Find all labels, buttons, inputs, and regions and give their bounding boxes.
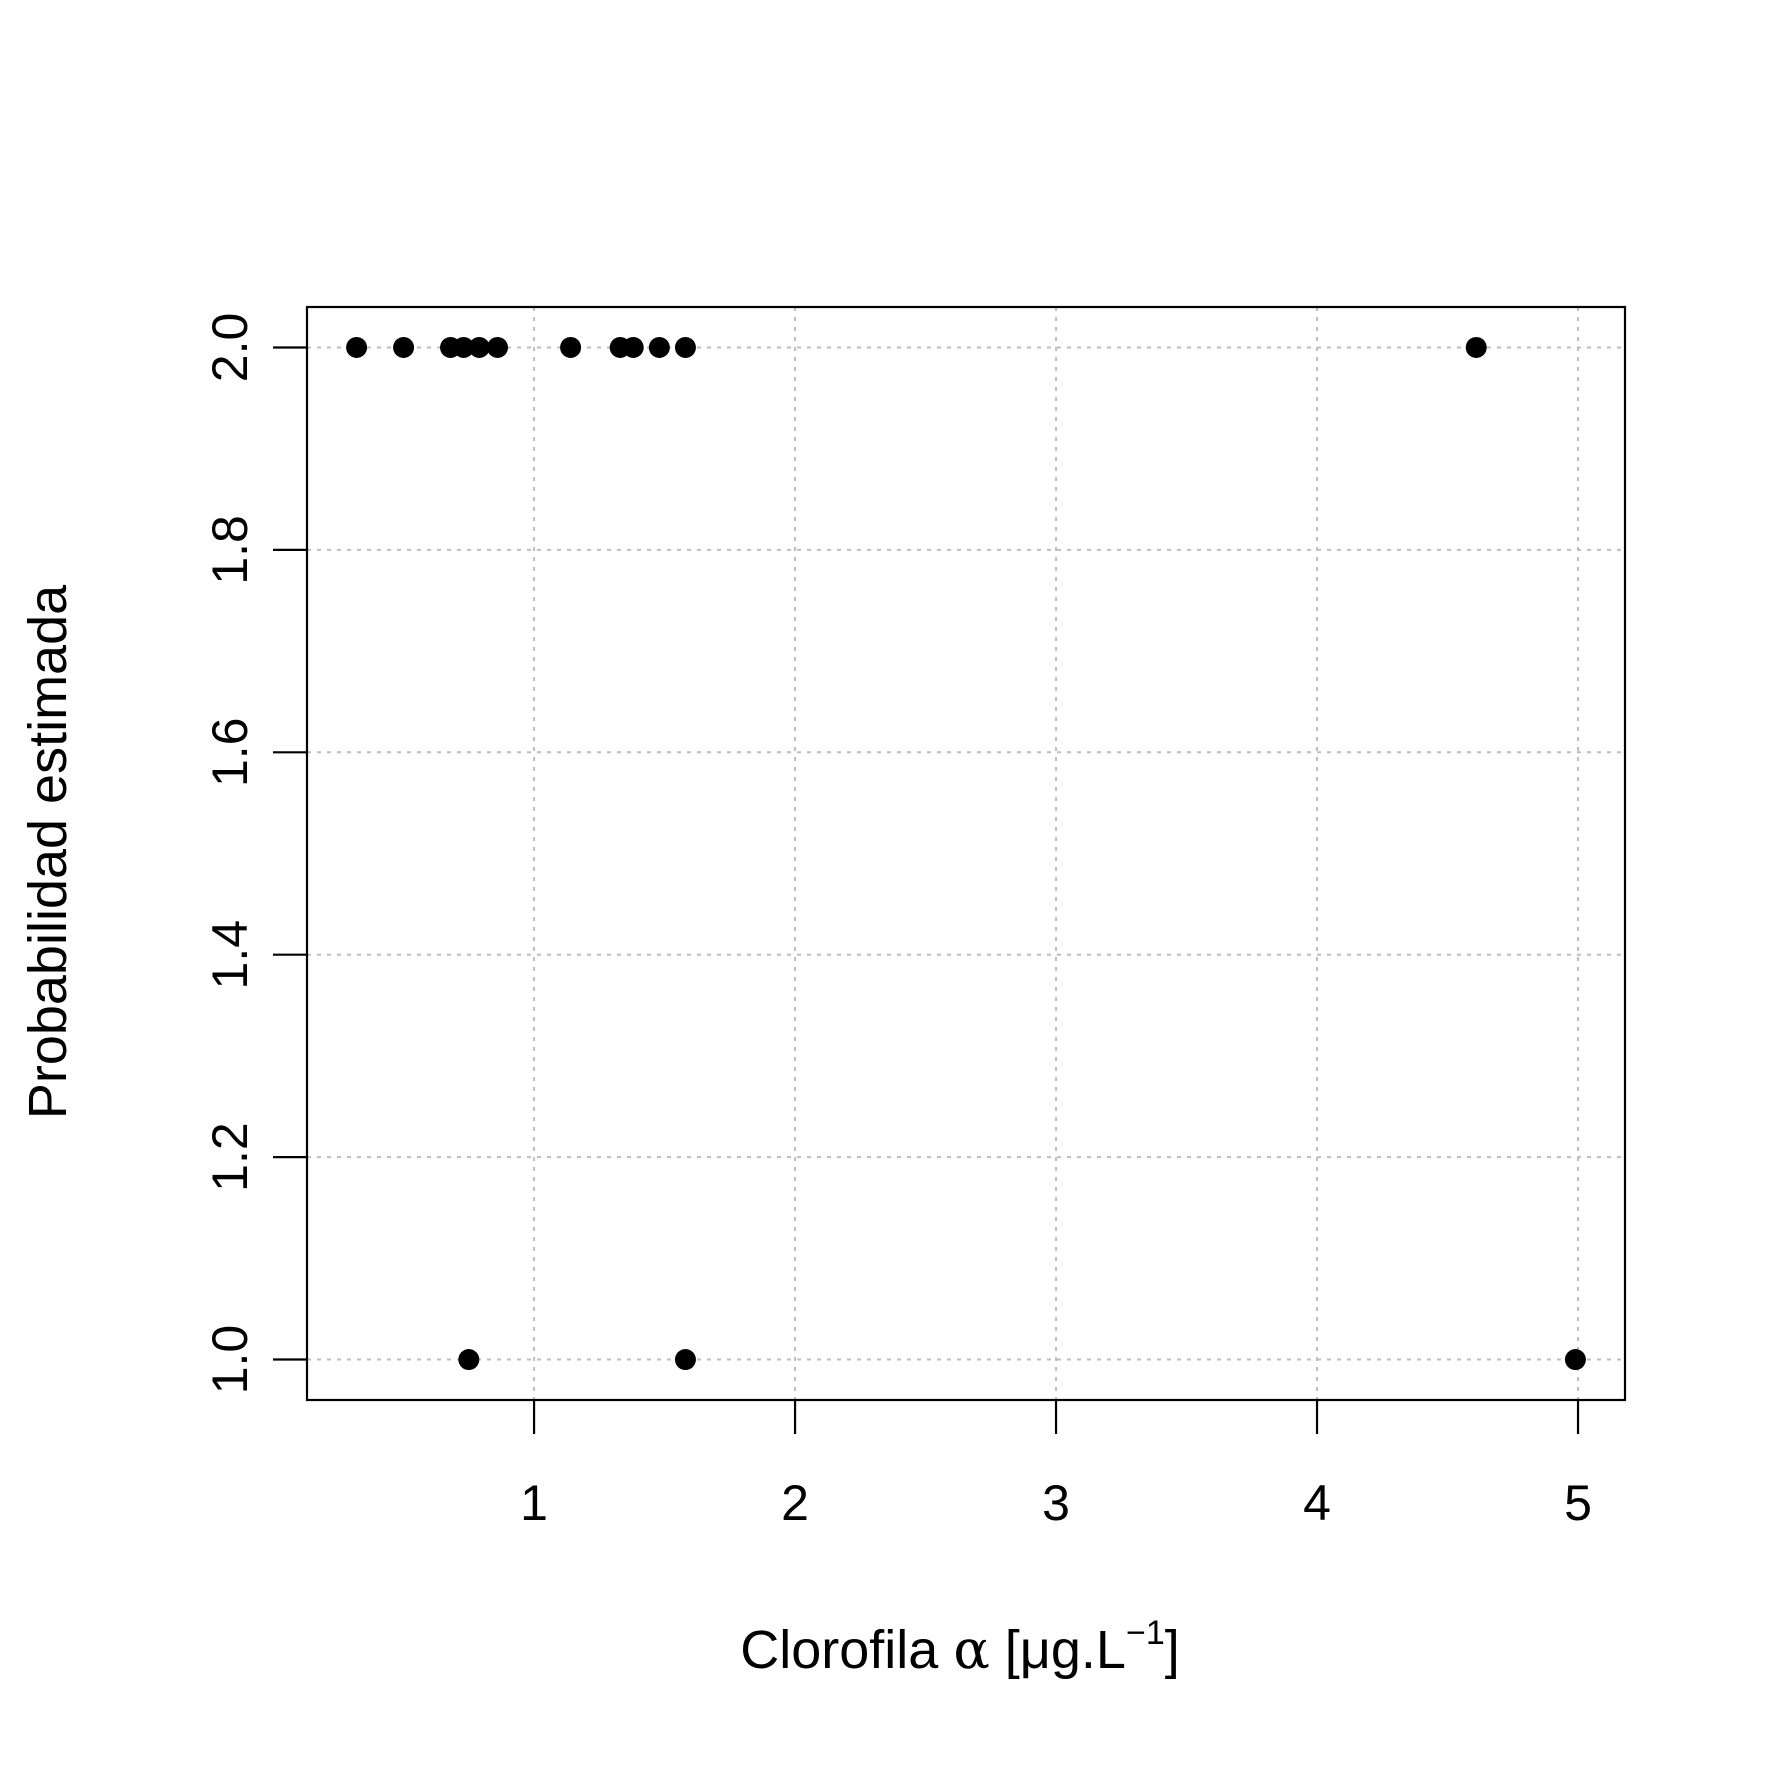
y-tick-label-1.0: 1.0 [202, 1325, 258, 1395]
x-axis-title: Clorofila α [μg.L−1] [740, 1614, 1180, 1681]
data-point [393, 336, 415, 358]
y-tick-label-1.2: 1.2 [202, 1122, 258, 1192]
x-tick-label-5: 5 [1564, 1475, 1592, 1531]
data-point [674, 336, 696, 358]
data-point [560, 336, 582, 358]
data-point [458, 1349, 480, 1371]
data-point [1465, 336, 1487, 358]
x-axis: 1 2 3 4 5 [520, 1400, 1592, 1531]
data-points [346, 336, 1586, 1371]
y-tick-label-1.6: 1.6 [202, 718, 258, 788]
y-axis: 1.0 1.2 1.4 1.6 1.8 2.0 [202, 313, 307, 1395]
data-point [487, 336, 509, 358]
data-point [674, 1349, 696, 1371]
data-point [468, 336, 490, 358]
x-tick-label-3: 3 [1042, 1475, 1070, 1531]
y-axis-title: Probabilidad estimada [18, 584, 78, 1119]
grid-lines [307, 307, 1625, 1400]
data-point [1564, 1349, 1586, 1371]
x-tick-label-4: 4 [1303, 1475, 1331, 1531]
x-tick-label-2: 2 [781, 1475, 809, 1531]
y-tick-label-2.0: 2.0 [202, 313, 258, 383]
data-point [648, 336, 670, 358]
y-tick-label-1.8: 1.8 [202, 515, 258, 585]
x-tick-label-1: 1 [520, 1475, 548, 1531]
data-point [453, 336, 475, 358]
y-tick-label-1.4: 1.4 [202, 920, 258, 990]
plot-frame [305, 305, 1627, 1402]
data-point [346, 336, 368, 358]
data-point [622, 336, 644, 358]
